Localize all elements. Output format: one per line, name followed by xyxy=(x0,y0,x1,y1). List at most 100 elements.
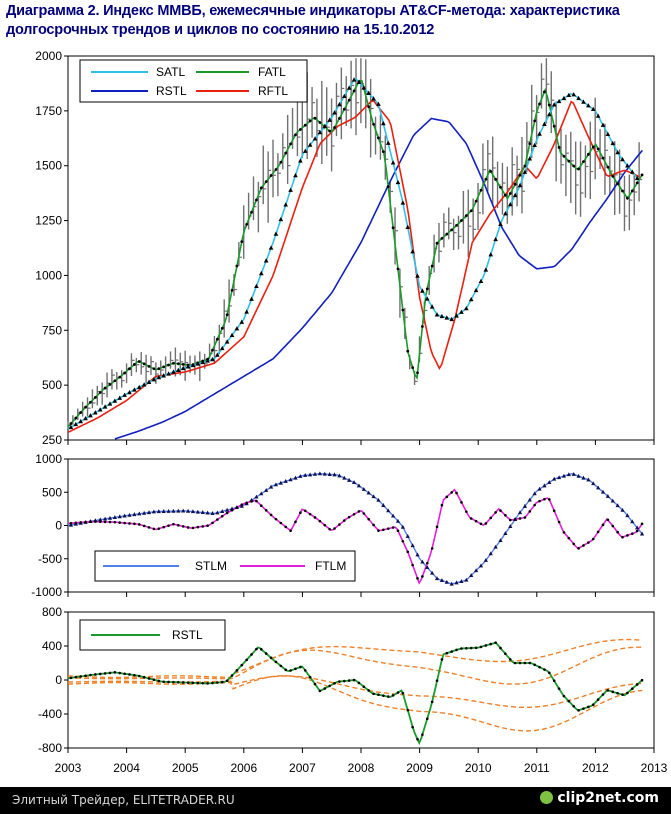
satl-marker xyxy=(522,169,528,174)
y-tick-label: 500 xyxy=(42,485,62,499)
satl-marker xyxy=(317,129,323,135)
fatl-marker xyxy=(547,103,551,107)
stlm-marker xyxy=(312,471,318,476)
stlm-marker xyxy=(591,481,596,486)
rstl-marker xyxy=(303,669,307,672)
fatl-marker xyxy=(455,223,458,227)
satl-marker xyxy=(381,120,386,126)
rstl-marker xyxy=(225,679,229,683)
rstl-marker xyxy=(137,674,141,678)
stlm-marker xyxy=(190,509,196,514)
satl-marker xyxy=(595,113,601,118)
fatl-marker xyxy=(596,147,600,151)
rstl-marker xyxy=(274,660,278,664)
stlm-marker xyxy=(434,576,440,581)
fatl-marker xyxy=(338,116,341,120)
legend-label-satl: SATL xyxy=(156,65,185,79)
fatl-marker xyxy=(245,223,249,226)
satl-marker xyxy=(366,90,371,95)
y-tick-label: 2000 xyxy=(35,49,62,63)
fatl-marker xyxy=(621,189,624,193)
satl-marker xyxy=(268,245,274,250)
rstl-marker xyxy=(455,648,458,652)
chart: 250 500 750 1000 1250 1500 1750 2000 -1000 -500 0 5… xyxy=(31,49,667,775)
rstl-marker xyxy=(235,669,239,672)
ftlm-marker xyxy=(504,514,507,517)
stlm-marker xyxy=(117,514,122,519)
rstl-marker xyxy=(318,689,322,693)
satl-marker xyxy=(302,148,308,153)
legend-box xyxy=(79,59,308,103)
fatl-marker xyxy=(503,193,507,197)
ftlm-marker xyxy=(533,503,536,507)
satl-marker xyxy=(117,395,123,400)
stlm-marker xyxy=(483,558,488,562)
ftlm-marker xyxy=(572,542,576,546)
ftlm-marker xyxy=(108,520,112,524)
fatl-marker xyxy=(552,124,556,128)
footer-brand-label: clip2net.com xyxy=(557,790,659,806)
legend-label-stlm: STLM xyxy=(195,559,227,573)
legend-label-rstl: RSTL xyxy=(172,628,203,642)
satl-marker xyxy=(132,387,137,392)
satl-marker xyxy=(224,339,230,344)
ftlm-marker xyxy=(416,577,419,580)
satl-marker xyxy=(107,401,113,406)
rstl-marker xyxy=(630,687,634,690)
stlm-marker xyxy=(469,573,474,577)
stlm-marker xyxy=(156,509,161,514)
satl-marker xyxy=(273,231,279,236)
fatl-marker xyxy=(74,416,78,420)
stlm-marker xyxy=(215,510,220,515)
rstl-marker xyxy=(362,685,366,689)
rstl-marker xyxy=(538,665,541,669)
rstl-marker xyxy=(548,671,551,675)
rstl-marker xyxy=(640,678,644,682)
rstl-marker xyxy=(196,681,200,685)
ftlm-marker xyxy=(469,517,473,520)
rstl-marker xyxy=(430,700,434,704)
fatl-marker xyxy=(118,375,122,379)
ftlm-marker xyxy=(484,522,488,525)
stlm-marker xyxy=(132,512,137,517)
stlm-marker xyxy=(278,480,283,485)
satl-marker xyxy=(527,156,533,161)
fatl-marker xyxy=(557,146,561,149)
ftlm-marker xyxy=(245,501,248,505)
fatl-marker xyxy=(357,80,361,84)
satl-marker xyxy=(327,117,332,122)
fatl-marker xyxy=(420,325,424,328)
rstl-marker xyxy=(543,668,546,671)
y-tick-label: -800 xyxy=(38,741,62,755)
rstl-marker xyxy=(313,682,317,686)
stlm-marker xyxy=(337,473,342,478)
series-line-rstl xyxy=(114,117,643,440)
legend-label-rstl: RSTL xyxy=(156,84,187,98)
x-tick-label: 2009 xyxy=(406,761,433,775)
satl-marker xyxy=(112,398,118,403)
fatl-marker xyxy=(132,363,136,366)
ftlm-marker xyxy=(357,510,361,513)
rstl-marker xyxy=(113,671,117,674)
stlm-marker xyxy=(381,503,386,507)
page-title: Диаграмма 2. Индекс ММВБ, ежемесячные ин… xyxy=(6,3,620,38)
stlm-marker xyxy=(459,579,464,584)
satl-marker xyxy=(590,106,596,112)
satl-marker xyxy=(259,270,264,276)
stlm-marker xyxy=(254,494,259,499)
ftlm-marker xyxy=(367,517,370,521)
satl-marker xyxy=(586,103,591,108)
fatl-marker xyxy=(289,142,292,146)
band-line xyxy=(68,675,643,708)
rstl-marker xyxy=(69,676,73,680)
ftlm-marker xyxy=(98,520,102,524)
footer-brand[interactable]: clip2net.com xyxy=(540,790,659,806)
ftlm-marker xyxy=(528,510,532,513)
ftlm-marker xyxy=(430,547,434,550)
satl-marker xyxy=(444,315,450,320)
fatl-marker xyxy=(235,264,239,268)
rstl-marker xyxy=(98,672,102,676)
rstl-marker xyxy=(289,669,292,672)
fatl-marker xyxy=(411,366,415,370)
fatl-marker xyxy=(308,119,312,123)
